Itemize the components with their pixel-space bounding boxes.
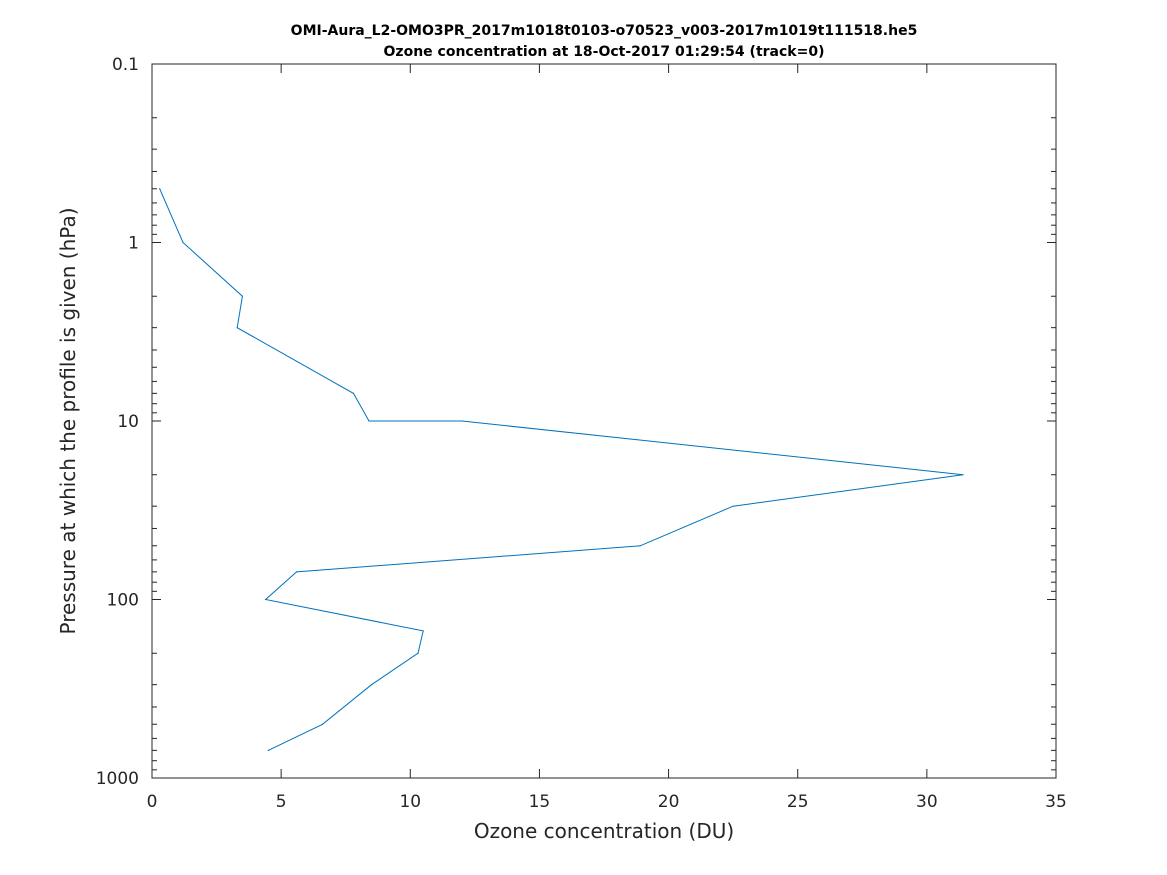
y-tick-label: 10 xyxy=(117,412,139,432)
y-axis-tick-labels: 0.1 1 10 100 1000 xyxy=(96,55,139,789)
x-tick-label: 15 xyxy=(529,792,551,812)
data-point xyxy=(370,684,373,686)
axis-ticks xyxy=(151,63,1057,779)
data-point xyxy=(241,295,243,297)
x-axis-label: Ozone concentration (DU) xyxy=(474,819,734,843)
chart-subtitle: Ozone concentration at 18-Oct-2017 01:29… xyxy=(384,44,825,60)
x-tick-label: 0 xyxy=(147,792,158,812)
x-tick-label: 35 xyxy=(1045,792,1067,812)
data-point xyxy=(267,749,269,751)
data-point xyxy=(422,630,424,632)
data-point xyxy=(732,505,734,507)
x-tick-label: 10 xyxy=(399,792,421,812)
x-tick-label: 5 xyxy=(276,792,287,812)
series-layer xyxy=(159,188,964,751)
data-point xyxy=(236,327,238,329)
y-tick-label: 1000 xyxy=(96,769,139,789)
plot-area xyxy=(151,63,1057,779)
y-tick-label: 100 xyxy=(107,591,139,611)
data-point xyxy=(639,545,641,547)
data-point xyxy=(461,420,463,422)
data-point xyxy=(296,571,298,573)
chart-title: OMI-Aura_L2-OMO3PR_2017m1018t0103-o70523… xyxy=(291,23,918,39)
data-point xyxy=(321,723,324,725)
x-tick-label: 25 xyxy=(787,792,809,812)
x-axis-tick-labels: 0 5 10 15 20 25 30 35 xyxy=(147,792,1067,812)
y-tick-label: 1 xyxy=(128,234,139,254)
data-point xyxy=(159,188,161,190)
data-point xyxy=(417,652,419,654)
data-point xyxy=(265,598,267,601)
y-axis-label: Pressure at which the profile is given (… xyxy=(56,207,80,634)
data-point xyxy=(352,392,355,394)
data-point xyxy=(962,474,964,476)
y-tick-label: 0.1 xyxy=(112,55,139,75)
data-point xyxy=(368,420,370,422)
x-tick-label: 30 xyxy=(916,792,938,812)
x-tick-label: 20 xyxy=(658,792,680,812)
data-point xyxy=(182,241,184,244)
